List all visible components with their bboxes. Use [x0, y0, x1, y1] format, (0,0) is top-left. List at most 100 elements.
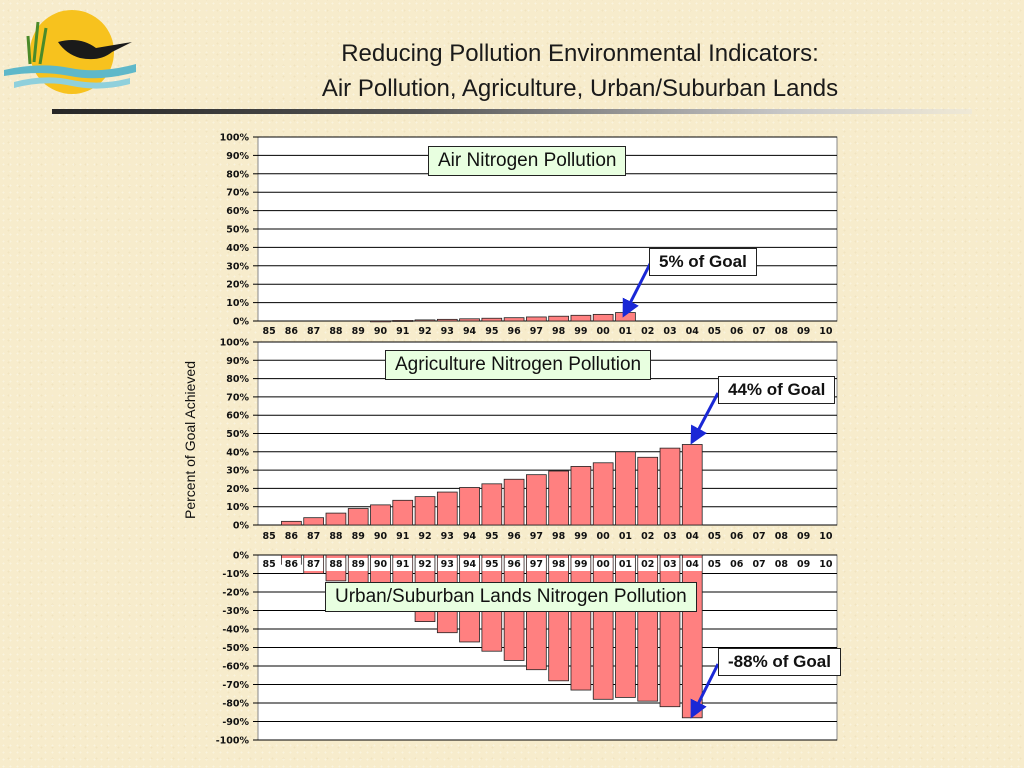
category-label-urban: 93	[441, 559, 454, 570]
y-tick-label-air: 40%	[226, 243, 249, 254]
bar-agriculture-87	[303, 517, 325, 526]
y-tick-label-urban: -40%	[222, 625, 249, 636]
y-tick-label-urban: -30%	[222, 606, 249, 617]
chart-title-agriculture: Agriculture Nitrogen Pollution	[385, 350, 652, 380]
category-label-bg-urban	[348, 558, 368, 571]
category-label-urban: 05	[708, 559, 721, 570]
category-label-air: 87	[307, 326, 320, 337]
category-label-urban: 02	[641, 559, 654, 570]
category-label-air: 10	[819, 326, 833, 337]
category-label-agriculture: 96	[507, 531, 521, 542]
chart-title-urban: Urban/Suburban Lands Nitrogen Pollution	[325, 582, 697, 612]
category-label-bg-urban	[660, 558, 680, 571]
category-label-bg-urban	[526, 558, 546, 571]
bar-agriculture-91	[392, 499, 414, 526]
bar-air-90	[370, 320, 391, 323]
category-label-urban: 91	[396, 559, 409, 570]
bar-urban-99	[570, 554, 592, 691]
category-label-urban: 96	[507, 559, 521, 570]
y-tick-label-urban: -90%	[222, 717, 249, 728]
category-label-air: 95	[485, 326, 498, 337]
bar-urban-97	[526, 554, 547, 671]
goal-label-air: 5% of Goal	[649, 248, 757, 276]
chart-air: 0% 10% 20% 30% 40% 50% 60% 70% 80% 90% 100% 85 86 87 8…	[220, 133, 838, 337]
category-label-urban: 86	[285, 559, 299, 570]
bar-agriculture-01	[615, 451, 636, 526]
y-tick-label-urban: -10%	[222, 569, 249, 580]
category-label-air: 07	[752, 326, 765, 337]
y-tick-label-agriculture: 90%	[226, 356, 249, 367]
bar-agriculture-03	[659, 447, 681, 526]
category-label-agriculture: 09	[797, 531, 810, 542]
category-label-urban: 89	[352, 559, 365, 570]
category-label-air: 94	[463, 326, 477, 337]
category-label-urban: 08	[775, 559, 789, 570]
category-label-agriculture: 85	[263, 531, 276, 542]
y-tick-label-air: 100%	[220, 133, 250, 144]
category-label-air: 93	[441, 326, 454, 337]
y-tick-label-urban: -50%	[222, 643, 249, 654]
y-tick-label-air: 30%	[226, 261, 249, 272]
bar-air-93	[436, 318, 458, 322]
bar-agriculture-92	[414, 496, 436, 526]
y-tick-label-urban: -70%	[222, 680, 249, 691]
category-label-agriculture: 08	[775, 531, 789, 542]
category-label-air: 96	[507, 326, 521, 337]
category-label-bg-urban	[393, 558, 413, 571]
category-label-bg-urban	[415, 558, 435, 571]
category-label-agriculture: 86	[285, 531, 299, 542]
bar-air-00	[592, 313, 614, 322]
category-label-bg-urban	[437, 558, 457, 571]
category-label-air: 88	[329, 326, 343, 337]
category-label-urban: 94	[463, 559, 477, 570]
category-label-air: 04	[686, 326, 700, 337]
category-label-urban: 06	[730, 559, 744, 570]
category-label-urban: 87	[307, 559, 320, 570]
category-label-agriculture: 92	[418, 531, 431, 542]
category-label-agriculture: 87	[307, 531, 320, 542]
category-label-air: 90	[374, 326, 388, 337]
goal-arrow-agriculture	[690, 392, 720, 445]
category-label-agriculture: 89	[352, 531, 365, 542]
category-label-urban: 88	[329, 559, 343, 570]
category-label-agriculture: 93	[441, 531, 454, 542]
category-label-air: 89	[352, 326, 365, 337]
y-tick-label-agriculture: 0%	[233, 521, 250, 532]
category-label-air: 05	[708, 326, 721, 337]
goal-label-urban: -88% of Goal	[718, 648, 841, 676]
category-label-bg-urban	[281, 558, 301, 571]
category-label-air: 06	[730, 326, 744, 337]
y-tick-label-agriculture: 10%	[226, 502, 249, 513]
bar-air-99	[570, 314, 592, 322]
bar-urban-00	[592, 554, 614, 700]
category-label-air: 08	[775, 326, 789, 337]
category-label-urban: 97	[530, 559, 543, 570]
category-label-agriculture: 07	[752, 531, 765, 542]
y-tick-label-agriculture: 40%	[226, 447, 249, 458]
bar-agriculture-04	[681, 444, 703, 526]
bar-agriculture-94	[459, 487, 480, 526]
bar-agriculture-88	[325, 512, 347, 526]
chart-urban: -100% -90% -80% -70% -60% -50% -40% -30% -20% -10…	[216, 551, 838, 747]
category-label-air: 91	[396, 326, 409, 337]
bar-air-97	[526, 316, 547, 322]
y-tick-label-air: 60%	[226, 206, 249, 217]
category-label-bg-urban	[549, 558, 569, 571]
y-tick-label-urban: -100%	[216, 736, 250, 747]
category-label-agriculture: 02	[641, 531, 654, 542]
goal-arrow-urban	[690, 663, 720, 719]
category-label-agriculture: 05	[708, 531, 721, 542]
category-label-bg-urban	[682, 558, 702, 571]
category-label-urban: 90	[374, 559, 388, 570]
category-label-urban: 04	[686, 559, 700, 570]
category-label-urban: 07	[752, 559, 765, 570]
bar-urban-01	[615, 554, 636, 698]
category-label-bg-urban	[304, 558, 324, 571]
y-tick-label-urban: -60%	[222, 662, 249, 673]
bar-urban-02	[637, 554, 659, 702]
y-tick-label-agriculture: 50%	[226, 429, 249, 440]
bar-agriculture-95	[481, 483, 503, 526]
category-label-bg-urban	[370, 558, 390, 571]
category-label-air: 00	[597, 326, 611, 337]
